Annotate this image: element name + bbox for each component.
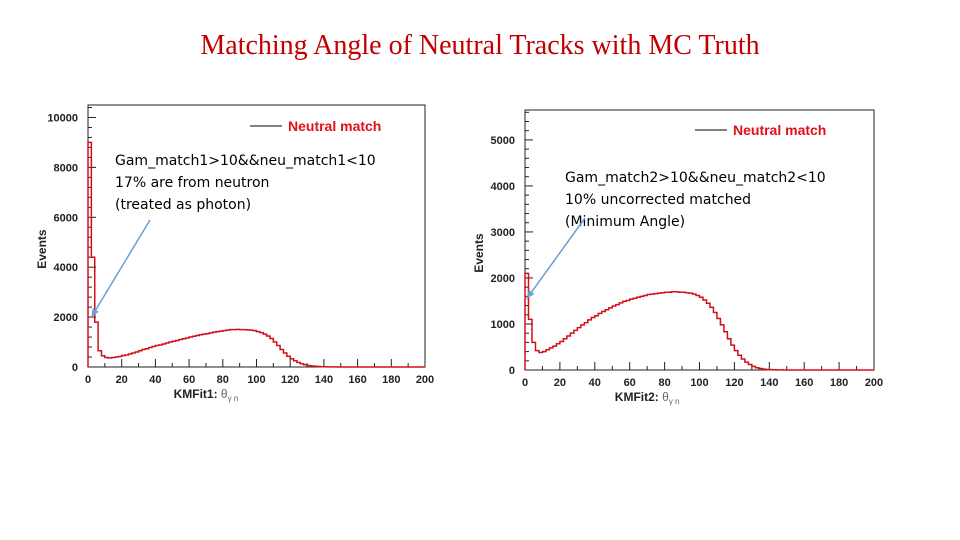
y-axis-label: Events: [35, 229, 49, 269]
x-tick-label: 120: [725, 377, 743, 389]
x-tick-label: 60: [183, 374, 195, 386]
histogram-panel-kmfit1: 0 20 40 60 80 100 120 140 160 180 2000200040006000…: [35, 104, 434, 403]
annotation-line: (treated as photon): [115, 197, 251, 213]
y-tick-label: 6000: [54, 212, 78, 224]
x-tick-label: 60: [624, 377, 636, 389]
annotation-arrow: [526, 217, 586, 300]
plot-frame: [87, 104, 426, 368]
y-tick-label: 2000: [491, 273, 515, 285]
x-tick-label: 120: [281, 374, 299, 386]
x-axis-label-text: KMFit1:: [174, 387, 221, 401]
x-axis-label: KMFit1: θγ n: [174, 387, 239, 403]
x-tick-label: 0: [522, 377, 528, 389]
x-tick-label: 140: [315, 374, 333, 386]
y-tick-label: 3000: [491, 227, 515, 239]
x-axis-label-subscript: γ n: [669, 397, 680, 406]
histogram-series-neutral-match: [87, 141, 425, 368]
x-axis-label-symbol: θ: [221, 387, 228, 401]
y-tick-label: 4000: [491, 181, 515, 193]
x-tick-label: 80: [217, 374, 229, 386]
x-tick-label: 140: [760, 377, 778, 389]
x-tick-label: 0: [85, 374, 91, 386]
legend-label: Neutral match: [288, 118, 381, 134]
annotation-arrow-head: [526, 289, 535, 299]
x-axis-label: KMFit2: θγ n: [615, 390, 680, 406]
y-axis-label: Events: [472, 233, 486, 273]
x-tick-label: 200: [865, 377, 883, 389]
y-tick-label: 0: [72, 362, 78, 374]
x-tick-label: 80: [658, 377, 670, 389]
x-tick-label: 200: [416, 374, 434, 386]
x-tick-label: 160: [348, 374, 366, 386]
y-tick-label: 5000: [491, 135, 515, 147]
annotation-arrow-head: [91, 308, 99, 318]
y-tick-label: 0: [509, 365, 515, 377]
histogram-series-neutral-match: [524, 272, 874, 371]
x-tick-label: 20: [116, 374, 128, 386]
x-axis-label-text: KMFit2:: [615, 390, 662, 404]
annotation-line: Gam_match1>10&&neu_match1<10: [115, 153, 376, 169]
x-tick-label: 40: [149, 374, 161, 386]
histogram-panel-kmfit2: 0 20 40 60 80 100 120 140 160 180 2000100020003000…: [472, 109, 883, 406]
y-tick-label: 4000: [54, 262, 78, 274]
x-axis-label-symbol: θ: [662, 390, 669, 404]
y-tick-label: 2000: [54, 312, 78, 324]
x-tick-label: 100: [247, 374, 265, 386]
x-axis-label-subscript: γ n: [228, 394, 239, 403]
y-tick-label: 8000: [54, 162, 78, 174]
annotation-line: 17% are from neutron: [115, 175, 269, 191]
x-tick-label: 20: [554, 377, 566, 389]
annotation-line: (Minimum Angle): [565, 214, 685, 230]
annotation-line: Gam_match2>10&&neu_match2<10: [565, 170, 826, 186]
x-tick-label: 160: [795, 377, 813, 389]
legend-label: Neutral match: [733, 122, 826, 138]
annotation-arrow: [90, 219, 151, 318]
x-tick-label: 180: [830, 377, 848, 389]
x-tick-label: 180: [382, 374, 400, 386]
annotation-line: 10% uncorrected matched: [565, 192, 751, 208]
x-tick-label: 100: [690, 377, 708, 389]
y-tick-label: 10000: [47, 112, 78, 124]
x-tick-label: 40: [589, 377, 601, 389]
slide-title: Matching Angle of Neutral Tracks with MC…: [200, 30, 760, 61]
y-tick-label: 1000: [491, 319, 515, 331]
